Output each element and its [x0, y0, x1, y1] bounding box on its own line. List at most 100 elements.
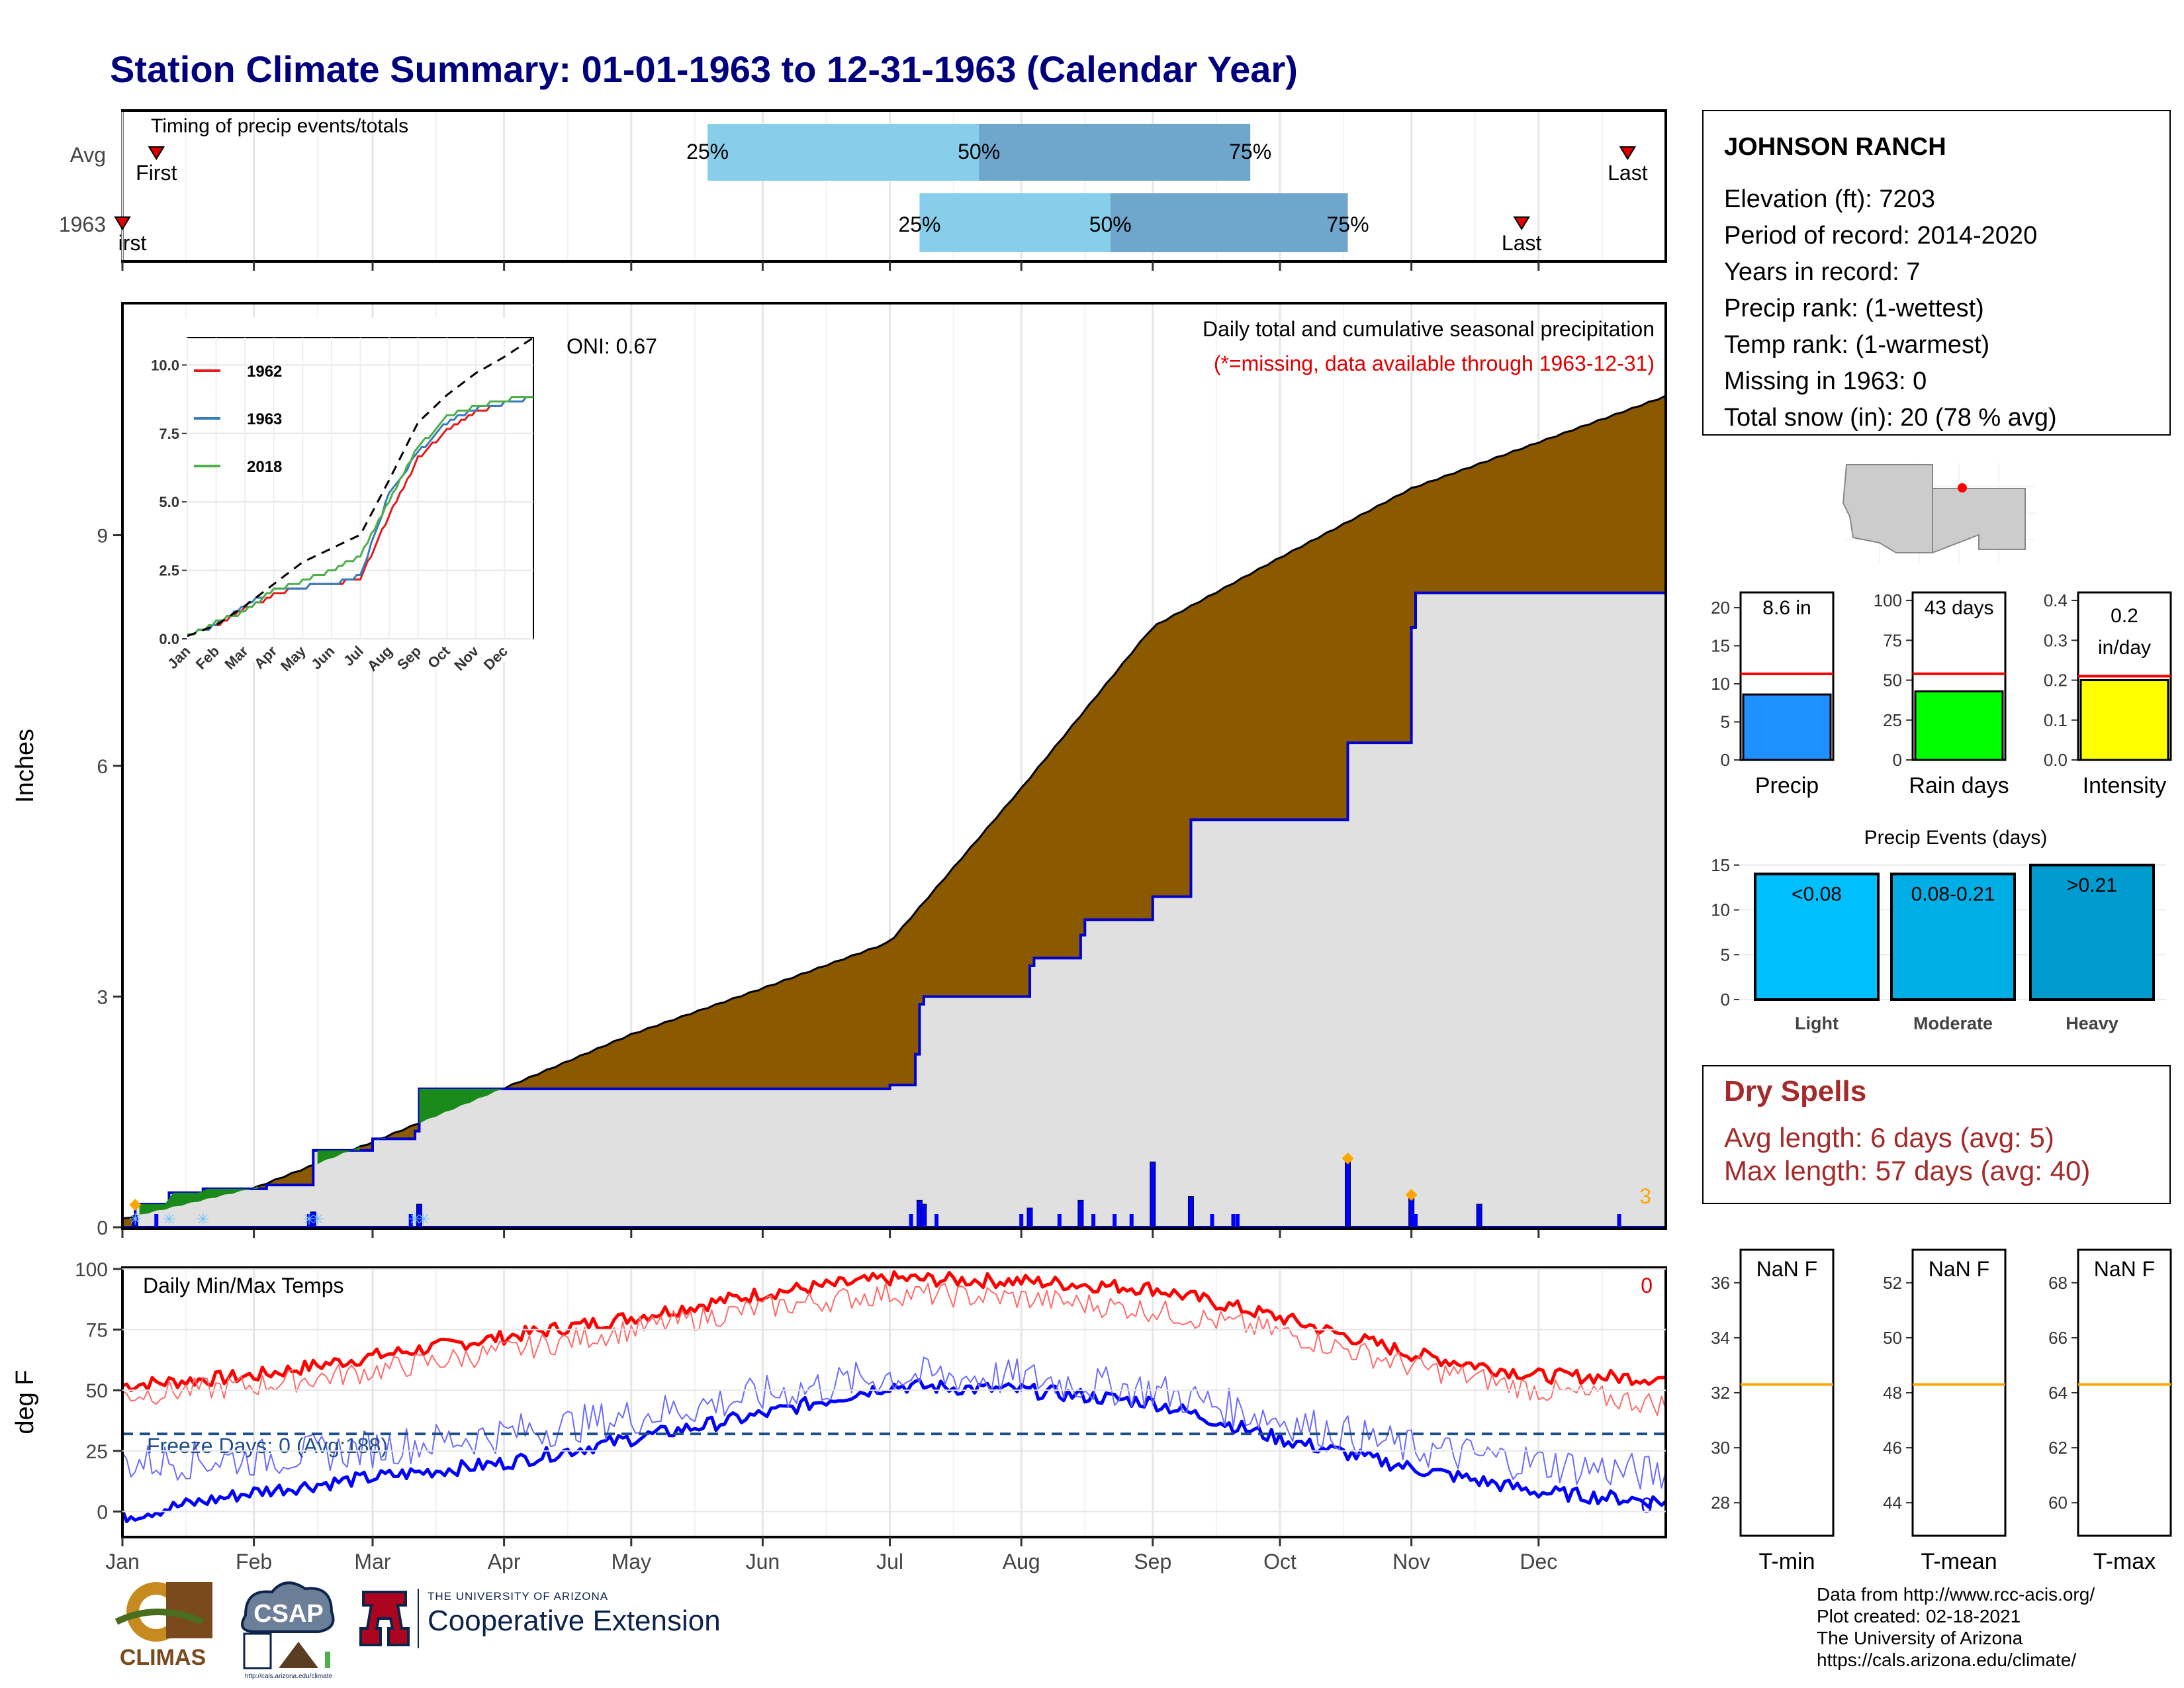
- events-ytick-label: 0: [1721, 990, 1730, 1009]
- temp-box-ytick-label: 62: [2048, 1438, 2068, 1458]
- temp-box-ytick-label: 52: [1883, 1273, 1902, 1293]
- state-outline-map: [1842, 464, 2026, 553]
- daily-precip-bar: [154, 1214, 159, 1227]
- temp-box-ytick-label: 32: [1711, 1383, 1730, 1403]
- avg-max-line: [122, 1282, 1666, 1417]
- mini-bar-value: [2079, 679, 2169, 761]
- month-label: Nov: [1392, 1550, 1430, 1573]
- quartile-label-50: 50%: [1089, 212, 1132, 236]
- temp-box-frame: [1739, 1248, 1835, 1537]
- first-event-marker: [148, 146, 165, 160]
- month-label: Aug: [1003, 1550, 1040, 1573]
- credit-line: Plot created: 02-18-2021: [1817, 1606, 2021, 1626]
- climas-logo: CLIMAS: [114, 1582, 212, 1670]
- daily-precip-bar: [1231, 1214, 1236, 1227]
- temp-min-count: 0: [1641, 1493, 1653, 1517]
- precip-missing-note: (*=missing, data available through 1963-…: [1214, 352, 1655, 375]
- quartile-label-25: 25%: [686, 140, 729, 164]
- temp-box-ytick-label: 46: [1883, 1438, 1902, 1458]
- csap-url-text: http://cals.arizona.edu/climate: [245, 1673, 333, 1680]
- last-event-label: Last: [1502, 231, 1542, 255]
- temp-box-ytick-label: 64: [2048, 1383, 2068, 1403]
- freeze-days-label: Freeze Days: 0 (Avg:188): [147, 1434, 388, 1458]
- daily-precip-bar: [1476, 1203, 1482, 1228]
- station-temp-rank: Temp rank: (1-warmest): [1724, 331, 1989, 359]
- temp-box-label: T-mean: [1921, 1549, 1997, 1574]
- timing-row-label-avg: Avg: [69, 143, 106, 167]
- daily-precip-bar: [1235, 1214, 1240, 1227]
- inset-series-line-2018: [187, 396, 533, 635]
- mini-bar-ytick-label: 0.3: [2044, 630, 2068, 650]
- mini-bar-value: [1914, 690, 2004, 761]
- temp-box-ytick-label: 68: [2048, 1273, 2068, 1293]
- temp-box-label: T-min: [1759, 1549, 1815, 1574]
- quartile-box-upper: [1110, 193, 1348, 252]
- daily-precip-bar: [1113, 1214, 1117, 1227]
- credit-line: https://cals.arizona.edu/climate/: [1817, 1650, 2077, 1670]
- inset-legend-label: 1963: [247, 410, 282, 428]
- month-label: Dec: [1520, 1550, 1557, 1573]
- temp-box-label: T-max: [2093, 1549, 2156, 1574]
- mini-bar-ytick-label: 25: [1883, 710, 1902, 730]
- daily-precip-bar: [306, 1214, 311, 1227]
- inset-ytick-label: 0.0: [159, 631, 179, 647]
- mini-bar-value: [1742, 693, 1832, 761]
- temp-box-value: NaN F: [1756, 1257, 1817, 1281]
- snow-icon: ✳: [311, 1211, 324, 1229]
- mini-bar-ytick-label: 0.0: [2044, 750, 2068, 770]
- first-event-label: First: [136, 161, 177, 185]
- precip-ylabel: Inches: [11, 729, 39, 803]
- credit-line: Data from http://www.rcc-acis.org/: [1817, 1584, 2095, 1605]
- station-name: JOHNSON RANCH: [1724, 133, 1946, 161]
- temp-box-ytick-label: 44: [1883, 1493, 1902, 1513]
- events-bar: [2029, 863, 2155, 1001]
- dry-spells-title: Dry Spells: [1724, 1075, 1866, 1107]
- mini-bar-ytick-label: 0: [1721, 750, 1730, 770]
- mini-bar-ytick-label: 0.2: [2044, 671, 2068, 690]
- timing-row-label-year: 1963: [59, 212, 106, 236]
- precip-events-panel: Precip Events (days) 0 5 10 15 <0.08 Light 0.0…: [1711, 827, 2166, 1033]
- ua-cooperative-extension-text: Cooperative Extension: [428, 1605, 721, 1637]
- daily-precip-bar: [1617, 1214, 1621, 1227]
- snow-icon: ✳: [162, 1211, 175, 1229]
- daily-precip-bar: [408, 1214, 413, 1227]
- snow-total-diamond: [129, 1199, 142, 1211]
- month-label: Jan: [105, 1550, 140, 1573]
- mini-bar-value-label: 43 days: [1924, 597, 1993, 619]
- climas-logo-text: CLIMAS: [120, 1645, 206, 1670]
- events-bar-label: 0.08-0.21: [1911, 883, 1995, 905]
- credit-line: The University of Arizona: [1817, 1628, 2023, 1648]
- month-label: May: [612, 1550, 651, 1573]
- precip-ytick-label: 9: [97, 526, 108, 547]
- mini-bar-ytick-label: 75: [1883, 630, 1902, 650]
- csap-logo-text: CSAP: [253, 1600, 324, 1628]
- precip-count-label: 3: [1639, 1184, 1651, 1208]
- first-event-label: irst: [118, 231, 147, 255]
- year-min-line: [120, 1378, 1667, 1524]
- mini-bar-label: Precip: [1755, 773, 1819, 798]
- first-event-marker: [114, 216, 131, 230]
- mini-bar-ytick-label: 15: [1711, 636, 1730, 656]
- month-label: Jul: [876, 1550, 903, 1573]
- precip-ytick-label: 6: [97, 756, 108, 778]
- daily-precip-bar: [909, 1214, 913, 1227]
- precip-ytick-label: 0: [97, 1217, 108, 1239]
- page-title: Station Climate Summary: 01-01-1963 to 1…: [110, 48, 1298, 90]
- temp-box-ytick-label: 30: [1711, 1438, 1730, 1458]
- temp-frame: [121, 1266, 1667, 1538]
- last-event-marker: [1619, 146, 1637, 160]
- temp-box-ytick-label: 60: [2048, 1493, 2068, 1513]
- dry-spells-box: Dry Spells Avg length: 6 days (avg: 5) M…: [1702, 1065, 2171, 1204]
- summary-bars: 0 5 10 15 20 8.6 in Precip 0 25 50 75 100 43 days Rai…: [1711, 590, 2172, 798]
- events-category-label: Heavy: [2066, 1013, 2118, 1033]
- mini-bar-label: Rain days: [1909, 773, 2009, 798]
- mini-bar-ytick-label: 0: [1893, 750, 1902, 770]
- precip-legend-title: Daily total and cumulative seasonal prec…: [1203, 317, 1655, 341]
- temp-ylabel: deg F: [11, 1370, 39, 1434]
- inset-ytick-label: 5.0: [159, 494, 179, 510]
- ua-university-text: THE UNIVERSITY OF ARIZONA: [428, 1590, 609, 1603]
- events-category-label: Moderate: [1913, 1013, 1993, 1033]
- inset-legend-label: 2018: [247, 458, 282, 476]
- station-info-box: JOHNSON RANCH Elevation (ft): 7203 Perio…: [1702, 110, 2171, 436]
- mini-bar-ytick-label: 5: [1721, 712, 1730, 732]
